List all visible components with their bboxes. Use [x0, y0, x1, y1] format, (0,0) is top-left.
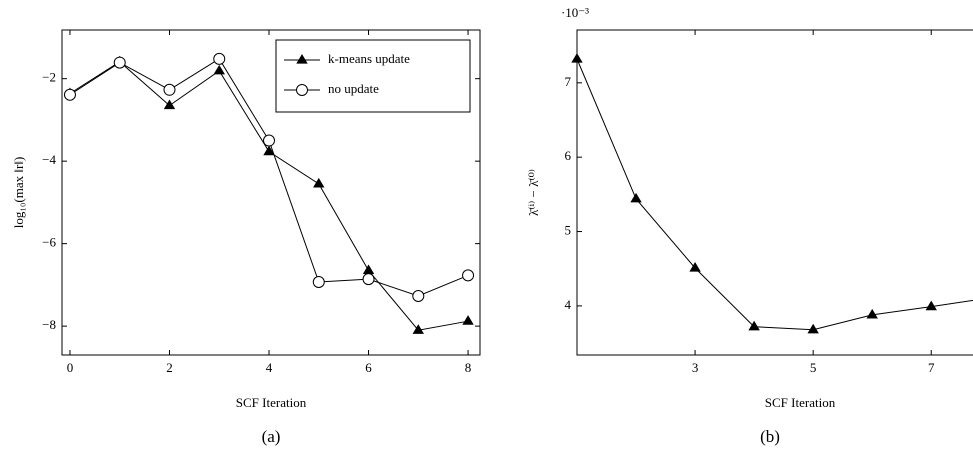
y-tick-label: 7: [565, 74, 572, 89]
marker: [312, 275, 325, 288]
marker: [412, 324, 424, 334]
marker: [748, 320, 760, 331]
plot-frame: [576, 29, 973, 356]
marker: [163, 99, 176, 110]
marker: [296, 54, 308, 64]
marker: [689, 261, 701, 272]
marker: [925, 300, 937, 311]
legend-label: k-means update: [328, 51, 410, 66]
y-tick-label: −2: [42, 70, 56, 85]
axis-multiplier: ·10⁻³: [561, 5, 589, 20]
legend-box: [275, 39, 471, 113]
caption: (b): [760, 427, 780, 446]
marker: [213, 52, 226, 65]
marker: [263, 145, 275, 156]
x-axis-label: SCF Iteration: [236, 395, 307, 410]
x-tick-label: 3: [692, 360, 699, 375]
legend-label: no update: [328, 81, 379, 96]
x-tick-label: 5: [810, 360, 817, 375]
marker: [866, 308, 878, 319]
plot-frame: [61, 29, 481, 356]
marker: [296, 84, 308, 96]
marker: [462, 269, 475, 282]
marker: [630, 192, 642, 203]
caption: (a): [262, 427, 281, 446]
y-tick-label: −4: [42, 152, 56, 167]
x-tick-label: 8: [465, 360, 472, 375]
y-axis-label: λ̄⁽ⁱ⁾ − λ̄⁽⁰⁾: [526, 169, 541, 216]
y-tick-label: −6: [42, 235, 56, 250]
marker: [163, 83, 176, 96]
data-line: [576, 58, 973, 331]
marker: [362, 264, 375, 275]
marker: [807, 323, 819, 334]
y-axis-label: log₁₀(max ‖r‖): [11, 157, 26, 229]
x-axis-label: SCF Iteration: [765, 395, 836, 410]
y-tick-label: 4: [565, 297, 572, 312]
marker: [63, 88, 76, 101]
y-tick-label: −8: [42, 317, 56, 332]
x-tick-label: 0: [67, 360, 74, 375]
marker: [412, 290, 425, 303]
x-tick-label: 7: [928, 360, 935, 375]
marker: [362, 273, 375, 286]
marker: [213, 64, 225, 75]
marker: [462, 315, 474, 325]
marker: [113, 56, 126, 69]
x-tick-label: 4: [266, 360, 273, 375]
y-tick-label: 5: [565, 223, 572, 238]
marker: [571, 53, 583, 63]
marker: [313, 177, 325, 188]
x-tick-label: 6: [365, 360, 372, 375]
marker: [263, 134, 276, 147]
x-tick-label: 2: [166, 360, 173, 375]
y-tick-label: 6: [565, 148, 572, 163]
